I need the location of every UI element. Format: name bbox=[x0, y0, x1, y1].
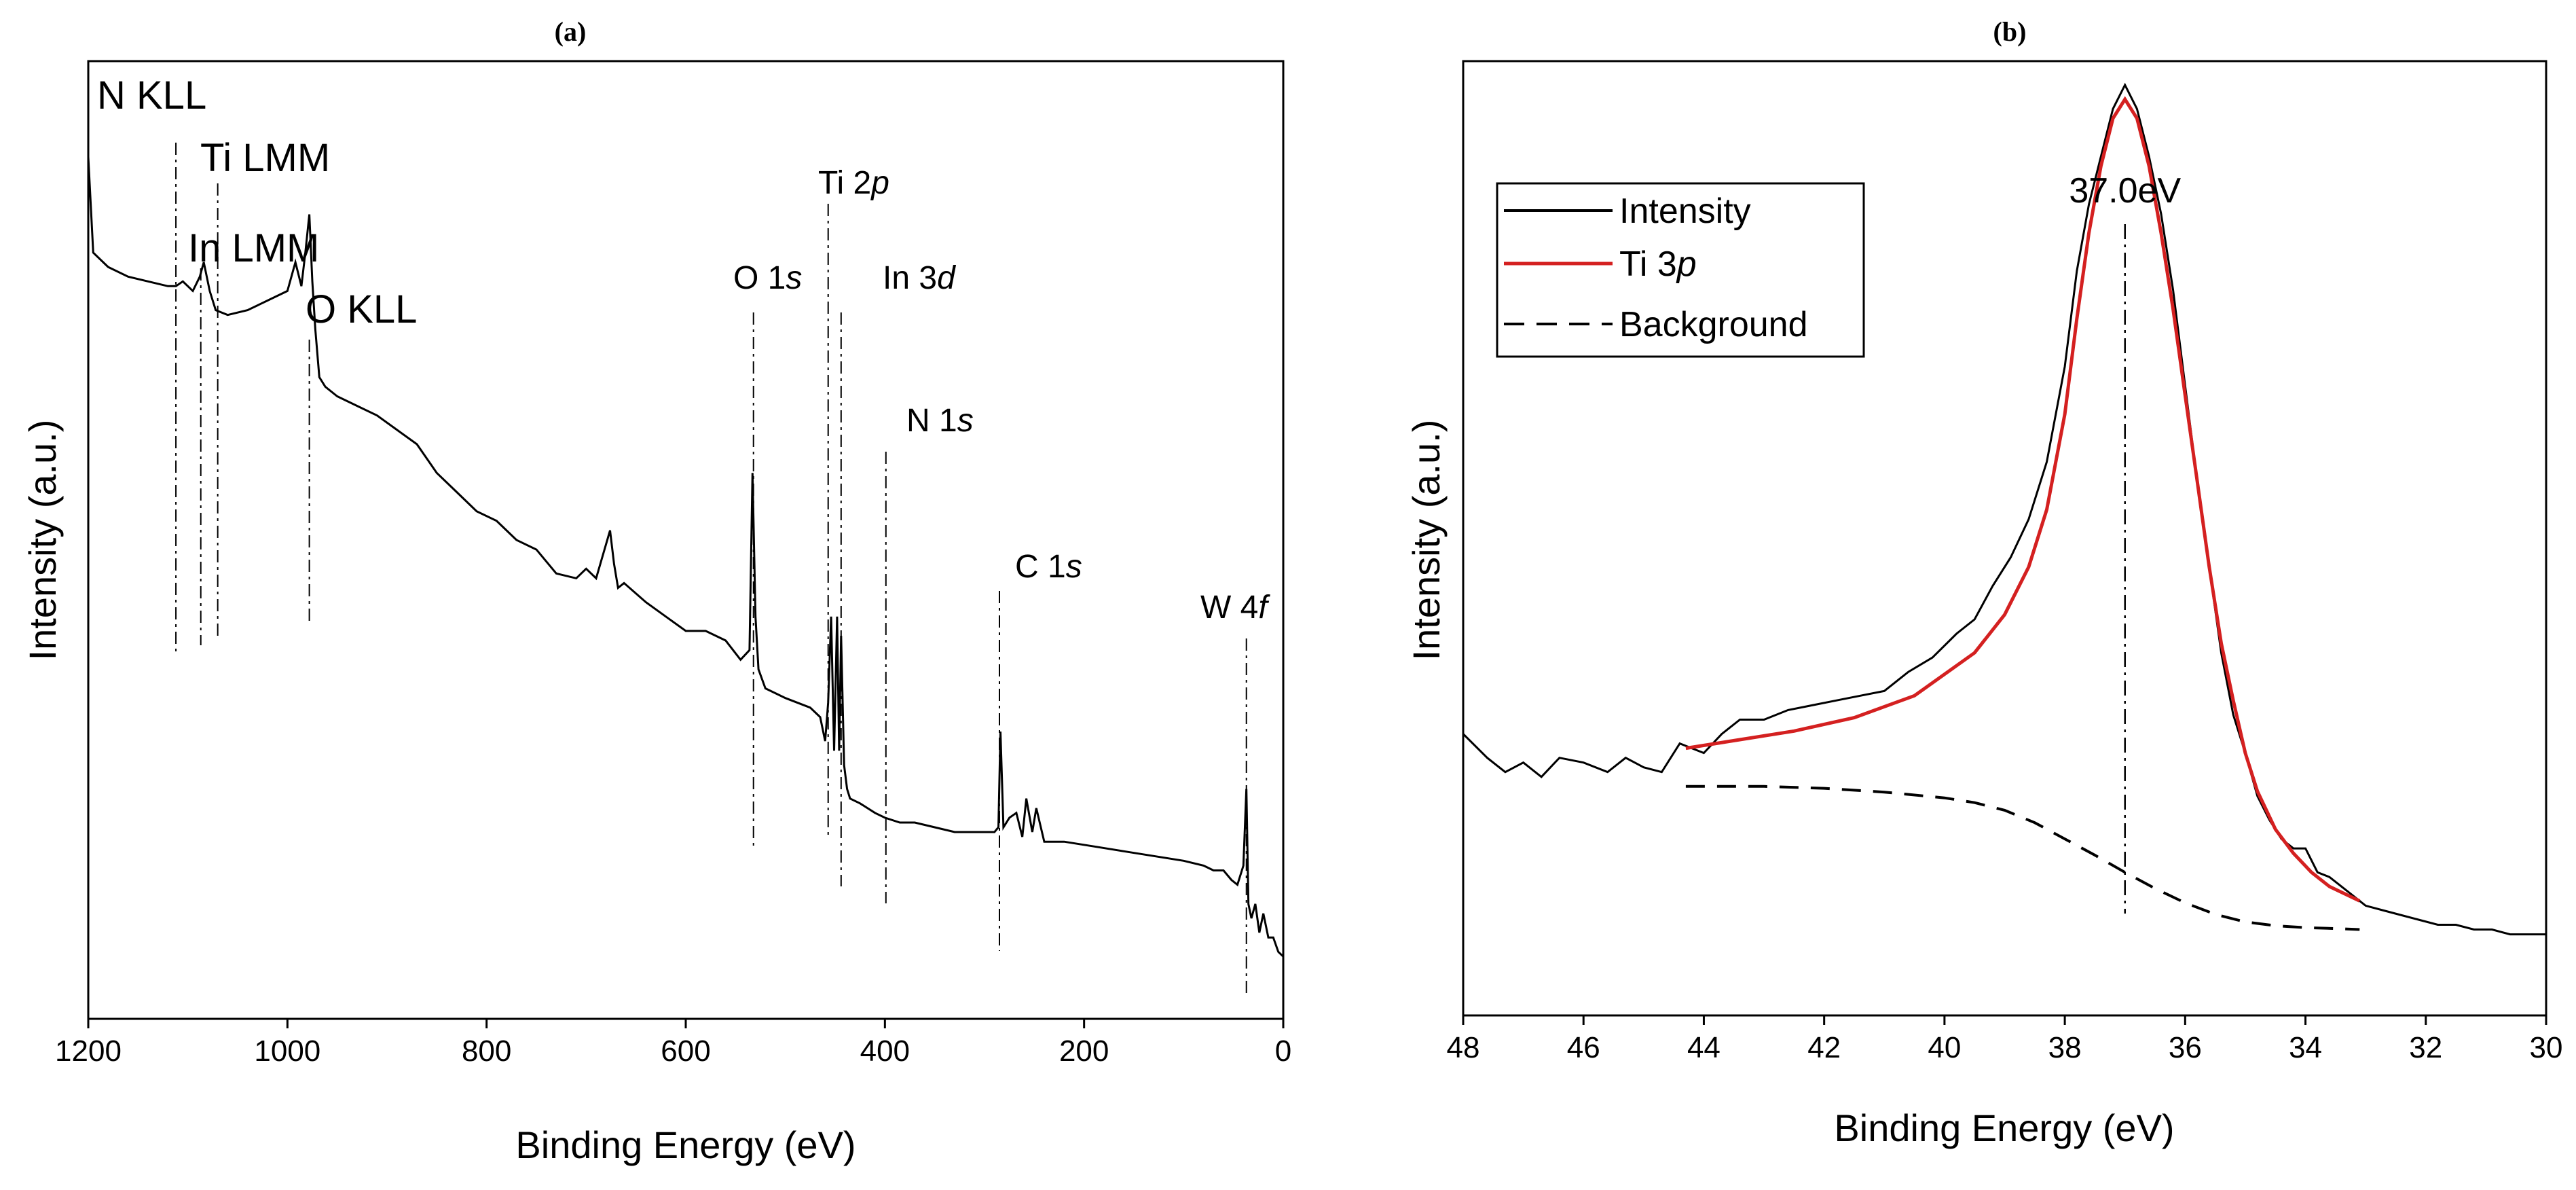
panel-b-x-tick-label: 32 bbox=[2409, 1031, 2442, 1064]
panel-b-legend: Intensity Ti 3p Background bbox=[1496, 182, 1865, 358]
panel-b-x-tick-label: 46 bbox=[1567, 1031, 1600, 1064]
panel-a-x-axis-label: Binding Energy (eV) bbox=[515, 1123, 855, 1166]
annotation-label-main: In 3 bbox=[883, 260, 937, 296]
panel-a-annotation-label: Ti LMM bbox=[200, 136, 330, 180]
panel-a-label: (a) bbox=[555, 16, 587, 47]
annotation-label-ital: s bbox=[786, 260, 802, 296]
panel-a-x-tick-label: 1000 bbox=[254, 1034, 320, 1068]
panel-b-x-tick-label: 40 bbox=[1928, 1031, 1961, 1064]
annotation-label-main: N 1 bbox=[906, 403, 957, 439]
annotation-label-ital: f bbox=[1258, 590, 1270, 626]
panel-a-annotation-label: C 1s bbox=[1015, 549, 1082, 585]
panel-a-annotation-label: In LMM bbox=[188, 226, 319, 270]
panel-b-x-tick-label: 30 bbox=[2530, 1031, 2563, 1064]
panel-a-y-axis-label: Intensity (a.u.) bbox=[21, 420, 64, 661]
panel-b-x-tick-label: 38 bbox=[2048, 1031, 2082, 1064]
legend-box bbox=[1496, 182, 1865, 358]
panel-a-x-tick-label: 1200 bbox=[55, 1034, 122, 1068]
panel-b-y-axis-label: Intensity (a.u.) bbox=[1405, 420, 1448, 661]
panel-b-x-tick-label: 42 bbox=[1807, 1031, 1841, 1064]
panel-b-frame bbox=[1462, 60, 2547, 1017]
panel-a-annotation-label: W 4f bbox=[1200, 590, 1270, 626]
panel-b-x-tick-label: 36 bbox=[2169, 1031, 2202, 1064]
panel-b-x-ticks: 48 46 44 42 40 38 36 34 32 30 bbox=[1447, 1015, 2563, 1064]
panel-b-x-tick-label: 34 bbox=[2289, 1031, 2322, 1064]
annotation-label-main: C 1 bbox=[1015, 549, 1066, 585]
panel-a-annotation-label: N 1s bbox=[906, 403, 974, 439]
panel-b-label: (b) bbox=[1993, 16, 2027, 47]
panel-a-x-ticks: 1200 1000 800 600 400 200 0 bbox=[55, 1019, 1291, 1068]
panel-a: (a) 1200 1000 800 600 400 200 0 N KLL Ti LMM In … bbox=[21, 16, 1291, 1166]
legend-label-intensity: Intensity bbox=[1619, 192, 1751, 231]
panel-b-x-tick-label: 44 bbox=[1687, 1031, 1721, 1064]
panel-a-annotation-label: O 1s bbox=[733, 260, 802, 296]
annotation-label-ital: p bbox=[870, 165, 889, 201]
panel-a-annotation-label: O KLL bbox=[306, 287, 417, 331]
panel-a-x-tick-label: 400 bbox=[860, 1034, 910, 1068]
panel-a-x-tick-label: 0 bbox=[1275, 1034, 1291, 1068]
panel-b-peak-value-label: 37.0eV bbox=[2069, 171, 2181, 211]
panel-b-x-tick-label: 48 bbox=[1447, 1031, 1480, 1064]
annotation-label-ital: s bbox=[1066, 549, 1082, 585]
panel-b-x-axis-label: Binding Energy (eV) bbox=[1834, 1106, 2174, 1149]
panel-a-x-tick-label: 800 bbox=[462, 1034, 511, 1068]
panel-b: (b) 48 46 44 42 40 38 36 34 32 30 37.0eV Intensit… bbox=[1405, 16, 2562, 1149]
annotation-label-main: W 4 bbox=[1200, 590, 1258, 626]
panel-a-survey-spectrum-line bbox=[87, 156, 1285, 958]
legend-label-ti3p-main: Ti 3 bbox=[1619, 245, 1677, 284]
panel-a-annotation-label: N KLL bbox=[97, 73, 206, 118]
panel-a-x-tick-label: 200 bbox=[1059, 1034, 1109, 1068]
legend-label-background: Background bbox=[1619, 305, 1808, 344]
panel-b-background-line bbox=[1685, 785, 2360, 931]
legend-label-ti3p-ital: p bbox=[1676, 245, 1697, 284]
panel-b-ti3p-fit-line bbox=[1685, 96, 2361, 903]
annotation-label-main: O 1 bbox=[733, 260, 786, 296]
panel-a-annotation-label: Ti 2p bbox=[818, 165, 889, 201]
panel-a-annotation-label: In 3d bbox=[883, 260, 956, 296]
annotation-label-ital: d bbox=[937, 260, 956, 296]
annotation-label-ital: s bbox=[957, 403, 974, 439]
panel-a-x-tick-label: 600 bbox=[661, 1034, 710, 1068]
legend-label-ti3p: Ti 3p bbox=[1619, 245, 1697, 284]
panel-a-frame bbox=[87, 60, 1285, 1020]
annotation-label-main: Ti 2 bbox=[818, 165, 871, 201]
